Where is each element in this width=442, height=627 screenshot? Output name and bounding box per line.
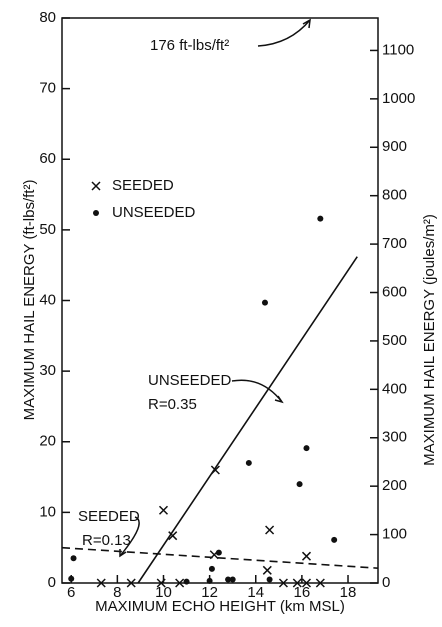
point xyxy=(317,215,324,222)
y2-tick-label: 300 xyxy=(382,429,407,446)
y2-tick-label: 600 xyxy=(382,283,407,300)
x-tick-label: 14 xyxy=(247,584,264,601)
y-tick-label: 20 xyxy=(39,433,56,450)
legend-marker xyxy=(91,181,101,191)
y2-tick-label: 900 xyxy=(382,138,407,155)
y-tick-label: 10 xyxy=(39,503,56,520)
y2-tick-label: 100 xyxy=(382,526,407,543)
y-tick-label: 70 xyxy=(39,80,56,97)
point xyxy=(296,481,303,488)
annotation-arrow xyxy=(231,379,283,403)
point xyxy=(158,505,169,515)
legend-label: SEEDED xyxy=(112,177,174,194)
point xyxy=(262,565,272,575)
annotation-arrow xyxy=(257,19,311,47)
y2-tick-label: 400 xyxy=(382,380,407,397)
point xyxy=(229,576,236,583)
x-tick-label: 16 xyxy=(294,584,311,601)
annotation-arrow xyxy=(119,516,140,557)
point xyxy=(206,577,213,584)
point xyxy=(210,465,220,475)
point xyxy=(225,576,232,583)
point xyxy=(126,578,136,588)
x-tick-label: 6 xyxy=(67,584,75,601)
x-axis-label: MAXIMUM ECHO HEIGHT (km MSL) xyxy=(95,598,345,615)
y-tick-label: 80 xyxy=(39,9,56,26)
y-tick-label: 60 xyxy=(39,150,56,167)
point xyxy=(70,555,77,562)
point xyxy=(168,531,178,541)
point xyxy=(175,578,185,588)
plot-frame xyxy=(61,17,379,584)
y-axis-label: MAXIMUM HAIL ENERGY (ft-lbs/ft²) xyxy=(21,180,38,421)
y-tick-label: 30 xyxy=(39,362,56,379)
point xyxy=(215,549,222,556)
x-tick-label: 12 xyxy=(201,584,218,601)
annotation-arrow xyxy=(302,18,311,29)
legend-marker xyxy=(93,210,99,216)
point xyxy=(301,551,312,561)
y2-tick-label: 500 xyxy=(382,332,407,349)
point xyxy=(208,565,215,572)
legend-label: UNSEEDED xyxy=(112,204,196,221)
x-tick-label: 10 xyxy=(155,584,172,601)
x-tick-label: 18 xyxy=(340,584,357,601)
point xyxy=(292,578,302,588)
y-tick-label: 50 xyxy=(39,221,56,238)
y2-tick-label: 1000 xyxy=(382,90,415,107)
annotation-arrow xyxy=(274,395,284,404)
y2-tick-label: 200 xyxy=(382,477,407,494)
fit-line xyxy=(61,546,379,569)
y2-tick-label: 0 xyxy=(382,574,390,591)
point xyxy=(331,536,338,543)
y2-tick-label: 1100 xyxy=(382,41,414,58)
point xyxy=(303,445,310,452)
point xyxy=(266,576,273,583)
point xyxy=(265,525,275,535)
point xyxy=(156,578,166,588)
point xyxy=(261,299,268,306)
fit-line xyxy=(137,256,358,584)
y-tick-label: 0 xyxy=(48,574,56,591)
point xyxy=(301,578,312,588)
point xyxy=(315,578,325,588)
y-tick-label: 40 xyxy=(39,291,56,308)
y2-tick-label: 800 xyxy=(382,187,407,204)
annotation: R=0.13 xyxy=(82,532,131,549)
y2-axis-label: MAXIMUM HAIL ENERGY (joules/m²) xyxy=(421,214,438,466)
point xyxy=(278,578,288,588)
annotation: 176 ft-lbs/ft² xyxy=(150,37,229,54)
point xyxy=(96,578,106,588)
annotation: UNSEEDED xyxy=(148,372,232,389)
point xyxy=(68,575,75,582)
point xyxy=(183,578,190,585)
y2-tick-label: 700 xyxy=(382,235,407,252)
x-tick-label: 8 xyxy=(113,584,121,601)
point xyxy=(245,459,252,466)
annotation: R=0.35 xyxy=(148,396,197,413)
annotation: SEEDED xyxy=(78,508,140,525)
